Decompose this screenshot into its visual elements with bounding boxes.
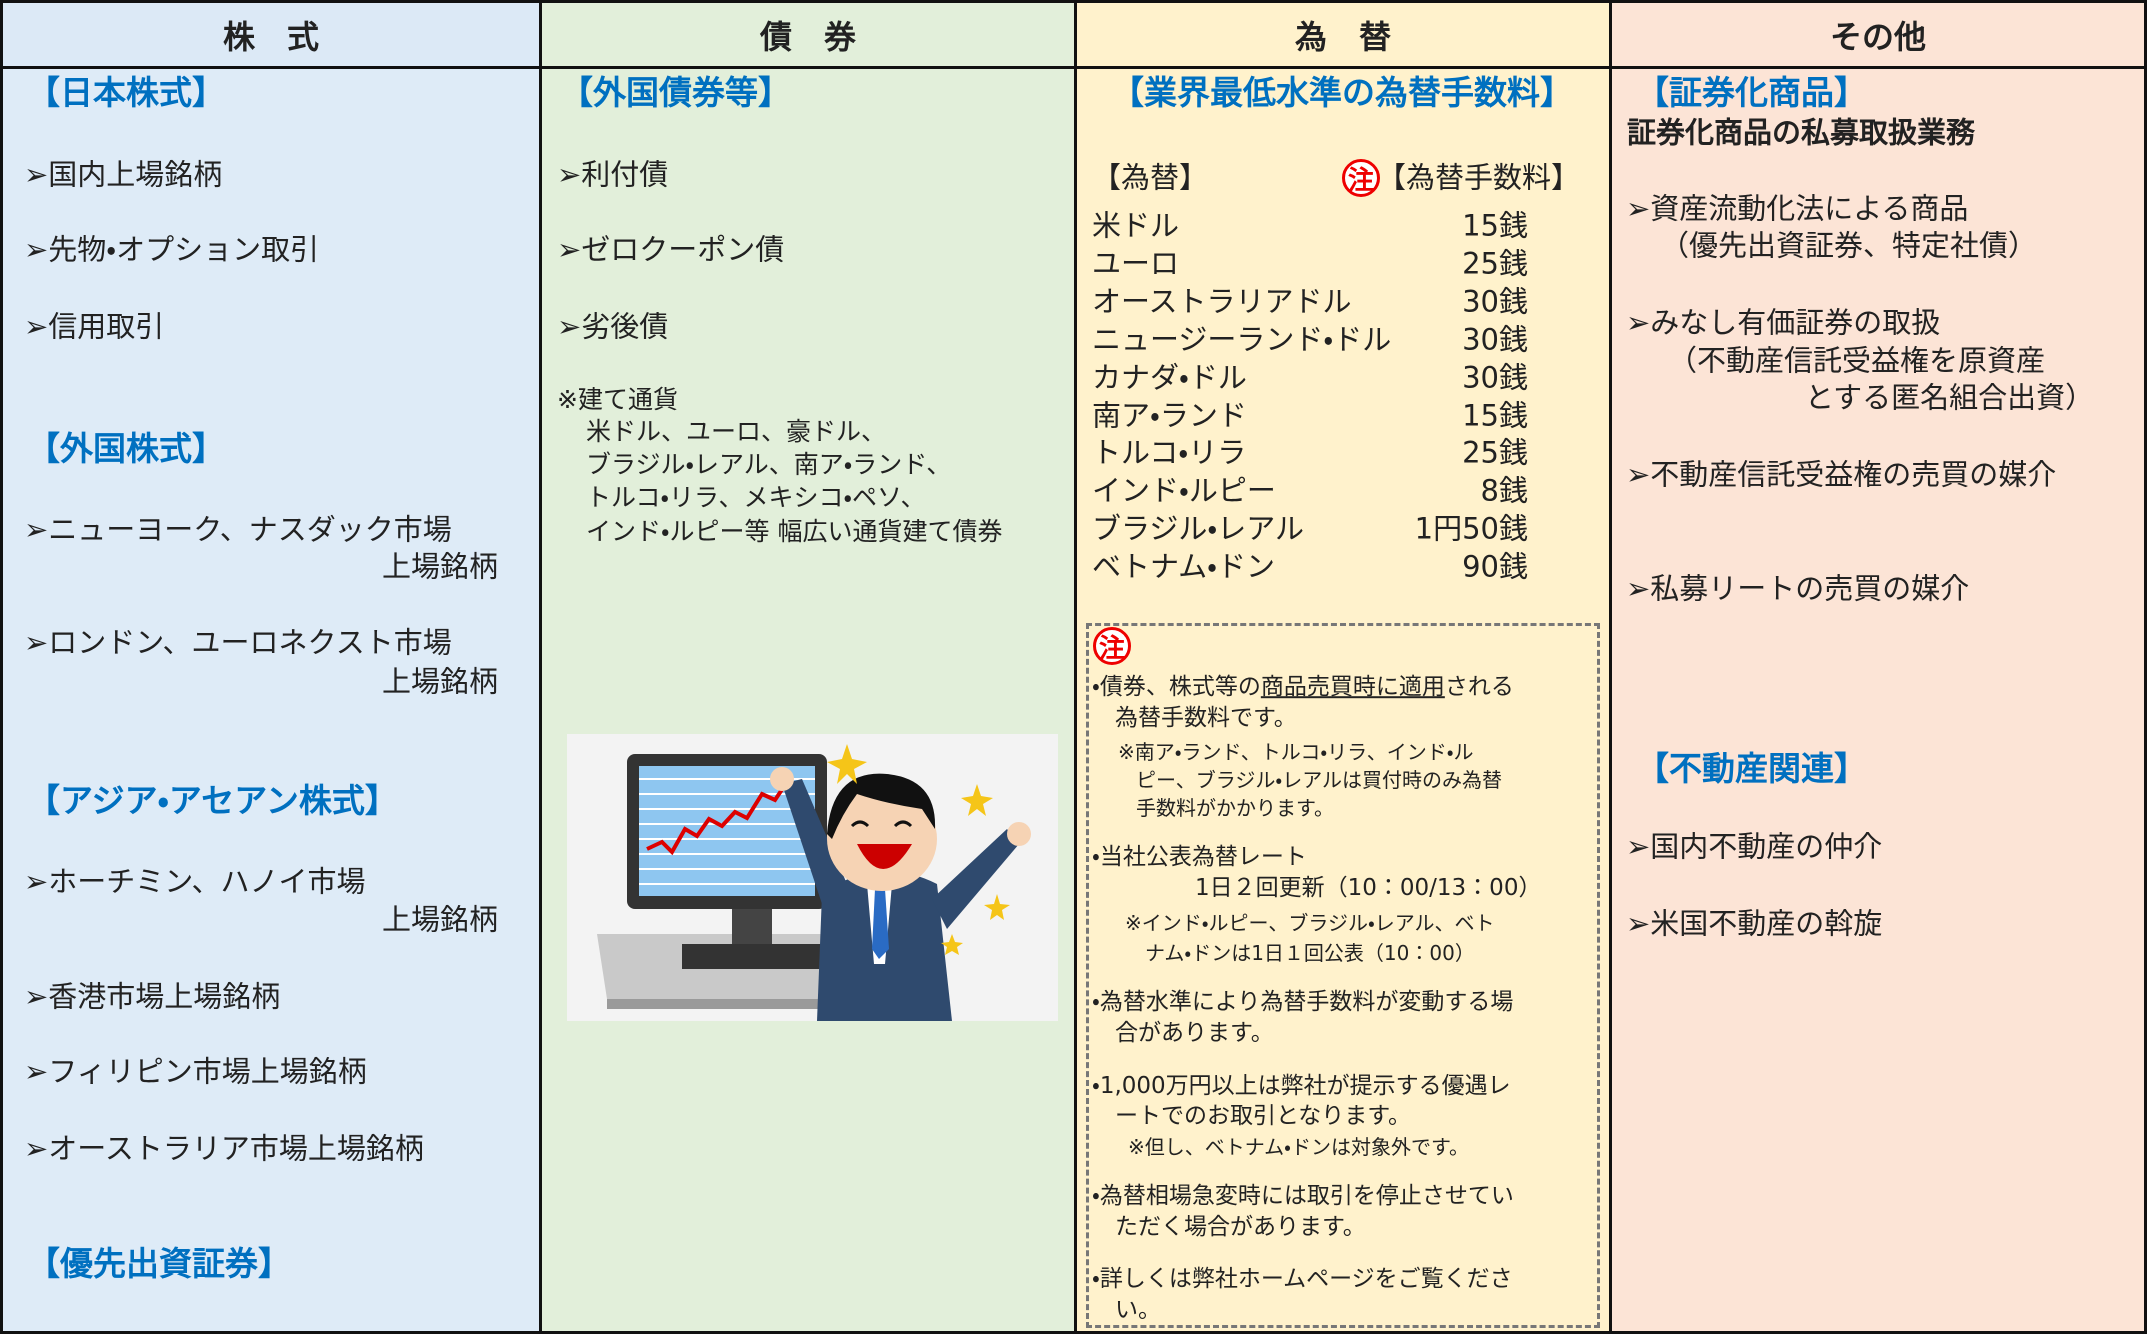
currency: ブラジル・レアル xyxy=(1092,511,1304,546)
item: ➢ロンドン、ユーロネクスト市場 xyxy=(24,625,452,660)
note: 為替手数料です。 xyxy=(1115,705,1297,732)
fee: 25銭 xyxy=(1462,435,1528,470)
stocks-column: 株 式 xyxy=(0,0,542,1334)
note: い。 xyxy=(1115,1297,1161,1324)
currency: トルコ・リラ xyxy=(1092,435,1247,470)
note-mark: 注 xyxy=(1342,159,1380,197)
currency: オーストラリアドル xyxy=(1092,284,1352,319)
item: （優先出資証券、特定社債） xyxy=(1660,228,2038,263)
note: ートでのお取引となります。 xyxy=(1115,1103,1412,1130)
item: ➢資産流動化法による商品 xyxy=(1626,191,1969,226)
item: ➢ホーチミン、ハノイ市場 xyxy=(24,864,366,899)
fx-column: 為 替 xyxy=(1074,0,1612,1334)
section-title: 【業界最低水準の為替手数料】 xyxy=(1111,73,1573,113)
note: ・詳しくは弊社ホームページをご覧くださ xyxy=(1092,1266,1513,1293)
note: ・債券、株式等の商品売買時に適用される xyxy=(1092,674,1514,702)
column-label: 【為替手数料】 xyxy=(1376,160,1580,195)
note-mark: 注 xyxy=(1093,627,1131,665)
column-header: 為 替 xyxy=(1077,3,1609,69)
item: 上場銘柄 xyxy=(381,902,498,937)
item: ➢私募リートの売買の媒介 xyxy=(1626,571,1970,606)
note: ・為替水準により為替手数料が変動する場 xyxy=(1092,989,1514,1016)
item: 上場銘柄 xyxy=(381,549,498,584)
fee: 90銭 xyxy=(1462,549,1528,584)
note-text: ・債券、株式等の xyxy=(1092,674,1261,701)
note: ・当社公表為替レート xyxy=(1092,844,1307,871)
fee: 30銭 xyxy=(1462,284,1528,319)
note: ※建て通貨 xyxy=(557,385,678,414)
fee: 1円50銭 xyxy=(1414,511,1528,546)
fee: 30銭 xyxy=(1462,322,1528,357)
currency: インド・ルピー xyxy=(1092,473,1276,508)
item: ➢劣後債 xyxy=(557,309,669,344)
currency: 米ドル xyxy=(1092,208,1180,243)
note-sub: ナム・ドンは1日１回公表（10：00） xyxy=(1145,941,1475,965)
fee: 15銭 xyxy=(1462,398,1528,433)
note-sub: ※インド・ルピー、ブラジル・レアル、ベト xyxy=(1125,911,1495,935)
item: ➢不動産信託受益権の売買の媒介 xyxy=(1626,457,2057,492)
column-header: その他 xyxy=(1612,3,2144,69)
item: ➢信用取引 xyxy=(24,309,165,344)
note-text: される xyxy=(1444,674,1514,701)
currency: ベトナム・ドン xyxy=(1092,549,1275,584)
notes-box xyxy=(1086,623,1600,1328)
note-sub: 手数料がかかります。 xyxy=(1136,796,1334,820)
item: とする匿名組合出資） xyxy=(1805,380,2095,415)
note: ブラジル・レアル、南ア・ランド、 xyxy=(586,450,952,479)
item: ➢フィリピン市場上場銘柄 xyxy=(24,1054,367,1089)
note: トルコ・リラ、メキシコ・ペソ、 xyxy=(586,483,926,512)
fee: 8銭 xyxy=(1480,473,1528,508)
column-header: 株 式 xyxy=(3,3,539,69)
currency: カナダ・ドル xyxy=(1092,360,1247,395)
item: ➢みなし有価証券の取扱 xyxy=(1626,305,1941,340)
illustration xyxy=(567,734,1058,1021)
item: ➢ニューヨーク、ナスダック市場 xyxy=(24,512,452,547)
item: ➢国内不動産の仲介 xyxy=(1626,829,1883,864)
section-title: 【優先出資証券】 xyxy=(27,1244,291,1284)
item: ➢香港市場上場銘柄 xyxy=(24,979,281,1014)
column-header: 債 券 xyxy=(542,3,1074,69)
note: 米ドル、ユーロ、豪ドル、 xyxy=(586,417,887,446)
item: ➢オーストラリア市場上場銘柄 xyxy=(24,1131,424,1166)
item: ➢米国不動産の斡旋 xyxy=(1626,906,1883,941)
item: ➢先物・オプション取引 xyxy=(24,232,320,267)
item: 上場銘柄 xyxy=(381,664,498,699)
subtitle: 証券化商品の私募取扱業務 xyxy=(1627,115,1976,150)
fee: 30銭 xyxy=(1462,360,1528,395)
note-sub: ※南ア・ランド、トルコ・リラ、インド・ル xyxy=(1118,740,1474,764)
item: ➢利付債 xyxy=(557,157,669,192)
item: （不動産信託受益権を原資産 xyxy=(1668,343,2046,378)
item: ➢ゼロクーポン債 xyxy=(557,232,785,267)
fee: 25銭 xyxy=(1462,246,1528,281)
currency: 南ア・ランド xyxy=(1092,398,1247,433)
currency: ニュージーランド・ドル xyxy=(1092,322,1392,357)
note: 合があります。 xyxy=(1115,1020,1274,1047)
currency: ユーロ xyxy=(1092,246,1180,281)
bonds-column: 債 券 xyxy=(539,0,1077,1334)
note: ただく場合があります。 xyxy=(1115,1214,1366,1241)
column-label: 【為替】 xyxy=(1092,160,1209,195)
other-column: その他 xyxy=(1609,0,2147,1334)
note-sub: ※但し、ベトナム・ドンは対象外です。 xyxy=(1128,1135,1469,1159)
note: 1日２回更新（10：00/13：00） xyxy=(1195,875,1542,902)
note: ・1,000万円以上は弊社が提示する優遇レ xyxy=(1092,1073,1511,1100)
section-title: 【不動産関連】 xyxy=(1636,749,1867,789)
note-sub: ピー、ブラジル・レアルは買付時のみ為替 xyxy=(1136,768,1502,792)
section-title: 【証券化商品】 xyxy=(1636,73,1867,113)
item: ➢国内上場銘柄 xyxy=(24,157,223,192)
section-title: 【外国株式】 xyxy=(27,429,225,469)
note: ・為替相場急変時には取引を停止させてい xyxy=(1092,1183,1514,1210)
section-title: 【外国債券等】 xyxy=(560,73,791,113)
section-title: 【日本株式】 xyxy=(27,73,225,113)
section-title: 【アジア・アセアン株式】 xyxy=(27,781,398,821)
fee: 15銭 xyxy=(1462,208,1528,243)
note-underlined: 商品売買時に適用 xyxy=(1260,674,1445,701)
note: インド・ルピー等 幅広い通貨建て債券 xyxy=(586,517,1003,546)
